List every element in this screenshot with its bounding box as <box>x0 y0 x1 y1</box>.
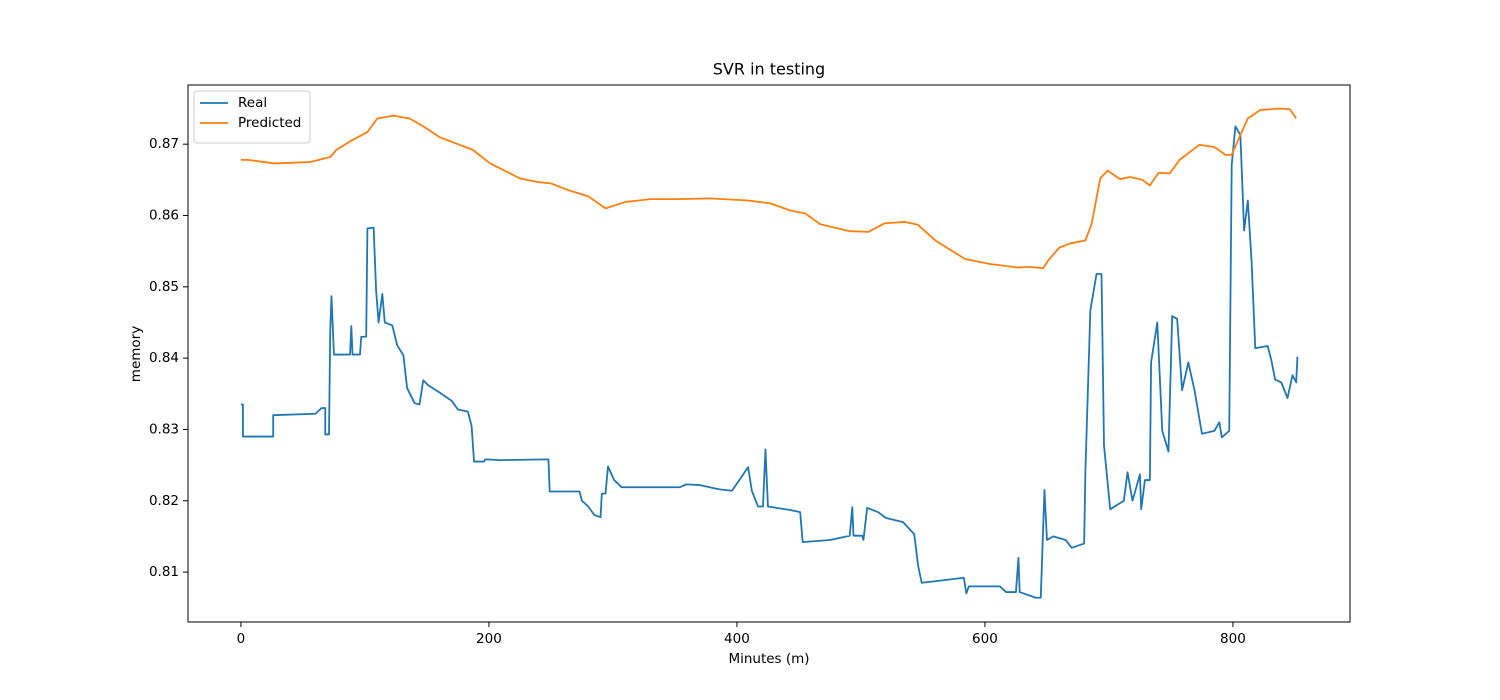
x-axis-label: Minutes (m) <box>728 651 809 667</box>
chart-title: SVR in testing <box>713 60 825 79</box>
data-line <box>240 125 1299 599</box>
x-tick-label: 400 <box>724 631 750 647</box>
data-line <box>240 107 1297 270</box>
legend-box <box>193 90 311 144</box>
x-tick-label: 600 <box>972 631 998 647</box>
y-tick-label: 0.85 <box>149 279 179 295</box>
x-tick-label: 800 <box>1220 631 1246 647</box>
plot-frame <box>187 84 1351 623</box>
y-axis-label: memory <box>128 326 144 382</box>
y-tick-label: 0.82 <box>149 493 179 509</box>
x-tick-label: 0 <box>237 631 246 647</box>
y-tick-label: 0.81 <box>149 564 179 580</box>
legend-label: Predicted <box>238 115 301 131</box>
y-tick-label: 0.83 <box>149 421 179 437</box>
x-tick-label: 200 <box>476 631 502 647</box>
y-tick-label: 0.86 <box>149 208 179 224</box>
legend-label: Real <box>238 95 267 111</box>
y-tick-label: 0.87 <box>149 136 179 152</box>
y-tick-label: 0.84 <box>149 350 179 366</box>
